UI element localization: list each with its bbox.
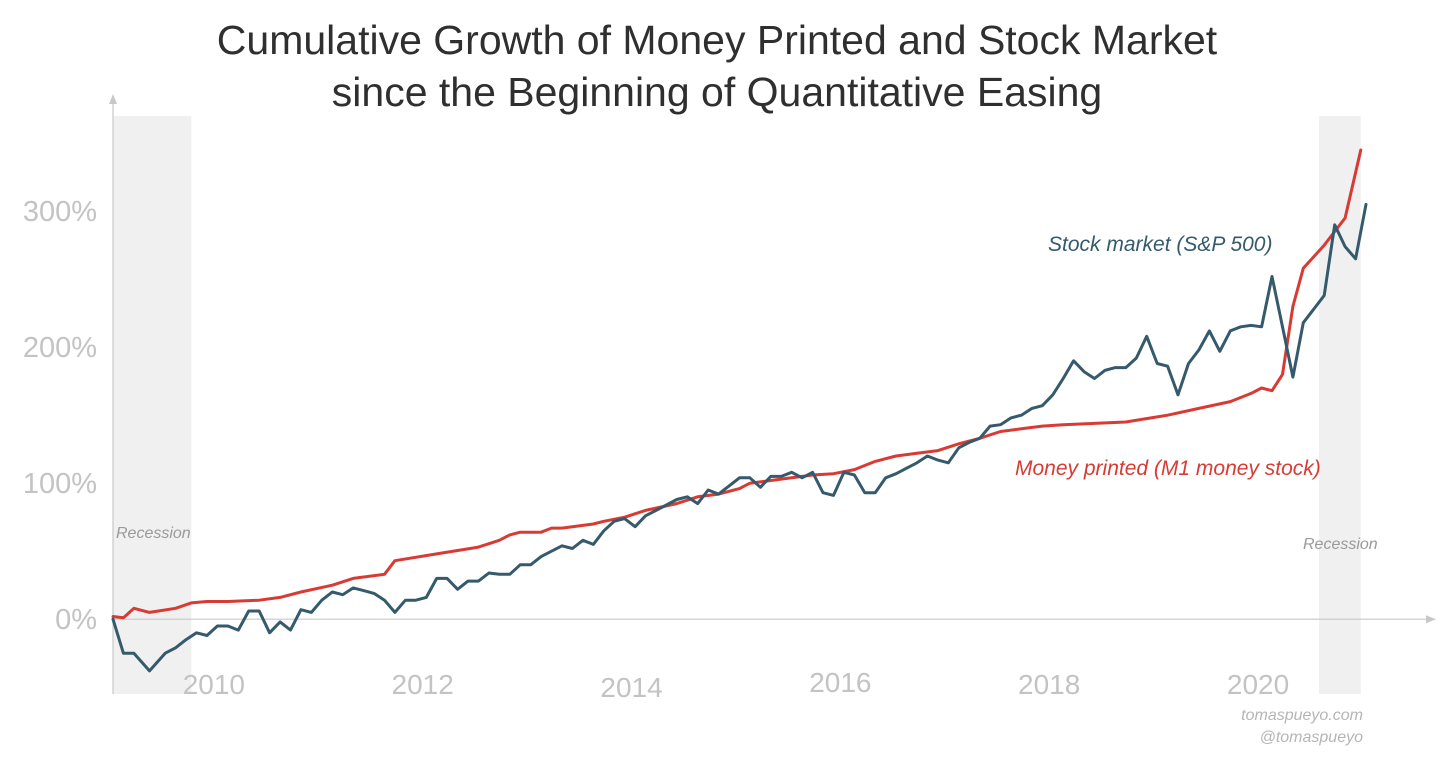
series-lines [111, 148, 1368, 673]
series-label-stock-market: Stock market (S&P 500) [1048, 233, 1272, 256]
y-tick-label: 0% [55, 604, 97, 636]
x-axis-arrow [1426, 615, 1436, 624]
series-labels: Stock market (S&P 500) Money printed (M1 … [1015, 233, 1321, 480]
y-tick-label: 300% [23, 196, 97, 228]
recession-band [1319, 116, 1361, 694]
x-tick-label: 2018 [1018, 669, 1080, 700]
chart-title: Cumulative Growth of Money Printed and S… [217, 17, 1218, 115]
chart-title-line: since the Beginning of Quantitative Easi… [332, 69, 1102, 115]
y-tick-label: 200% [23, 332, 97, 364]
x-tick-label: 2014 [600, 672, 662, 703]
credit-text: tomaspueyo.com [1241, 707, 1363, 724]
chart-title-line: Cumulative Growth of Money Printed and S… [217, 17, 1218, 63]
recession-label: Recession [1303, 536, 1378, 553]
y-tick-label: 100% [23, 468, 97, 500]
series-label-money-printed: Money printed (M1 money stock) [1015, 457, 1321, 480]
credits: tomaspueyo.com @tomaspueyo [1241, 707, 1363, 746]
x-tick-label: 2012 [392, 669, 454, 700]
x-axis-tick-labels: 2010 2012 2014 2016 2018 2020 [183, 667, 1289, 703]
x-tick-label: 2016 [809, 667, 871, 698]
series-line-stock-market [111, 202, 1368, 673]
y-axis-arrow [109, 94, 117, 104]
axes [109, 94, 1436, 694]
credit-text: @tomaspueyo [1260, 729, 1364, 746]
recession-band [113, 116, 192, 694]
y-axis-tick-labels: 0% 100% 200% 300% [23, 196, 97, 636]
x-tick-label: 2010 [183, 669, 245, 700]
series-line-money-printed [111, 148, 1363, 620]
recession-label: Recession [116, 525, 191, 542]
x-tick-label: 2020 [1227, 669, 1289, 700]
recession-bands: Recession Recession [113, 116, 1378, 694]
